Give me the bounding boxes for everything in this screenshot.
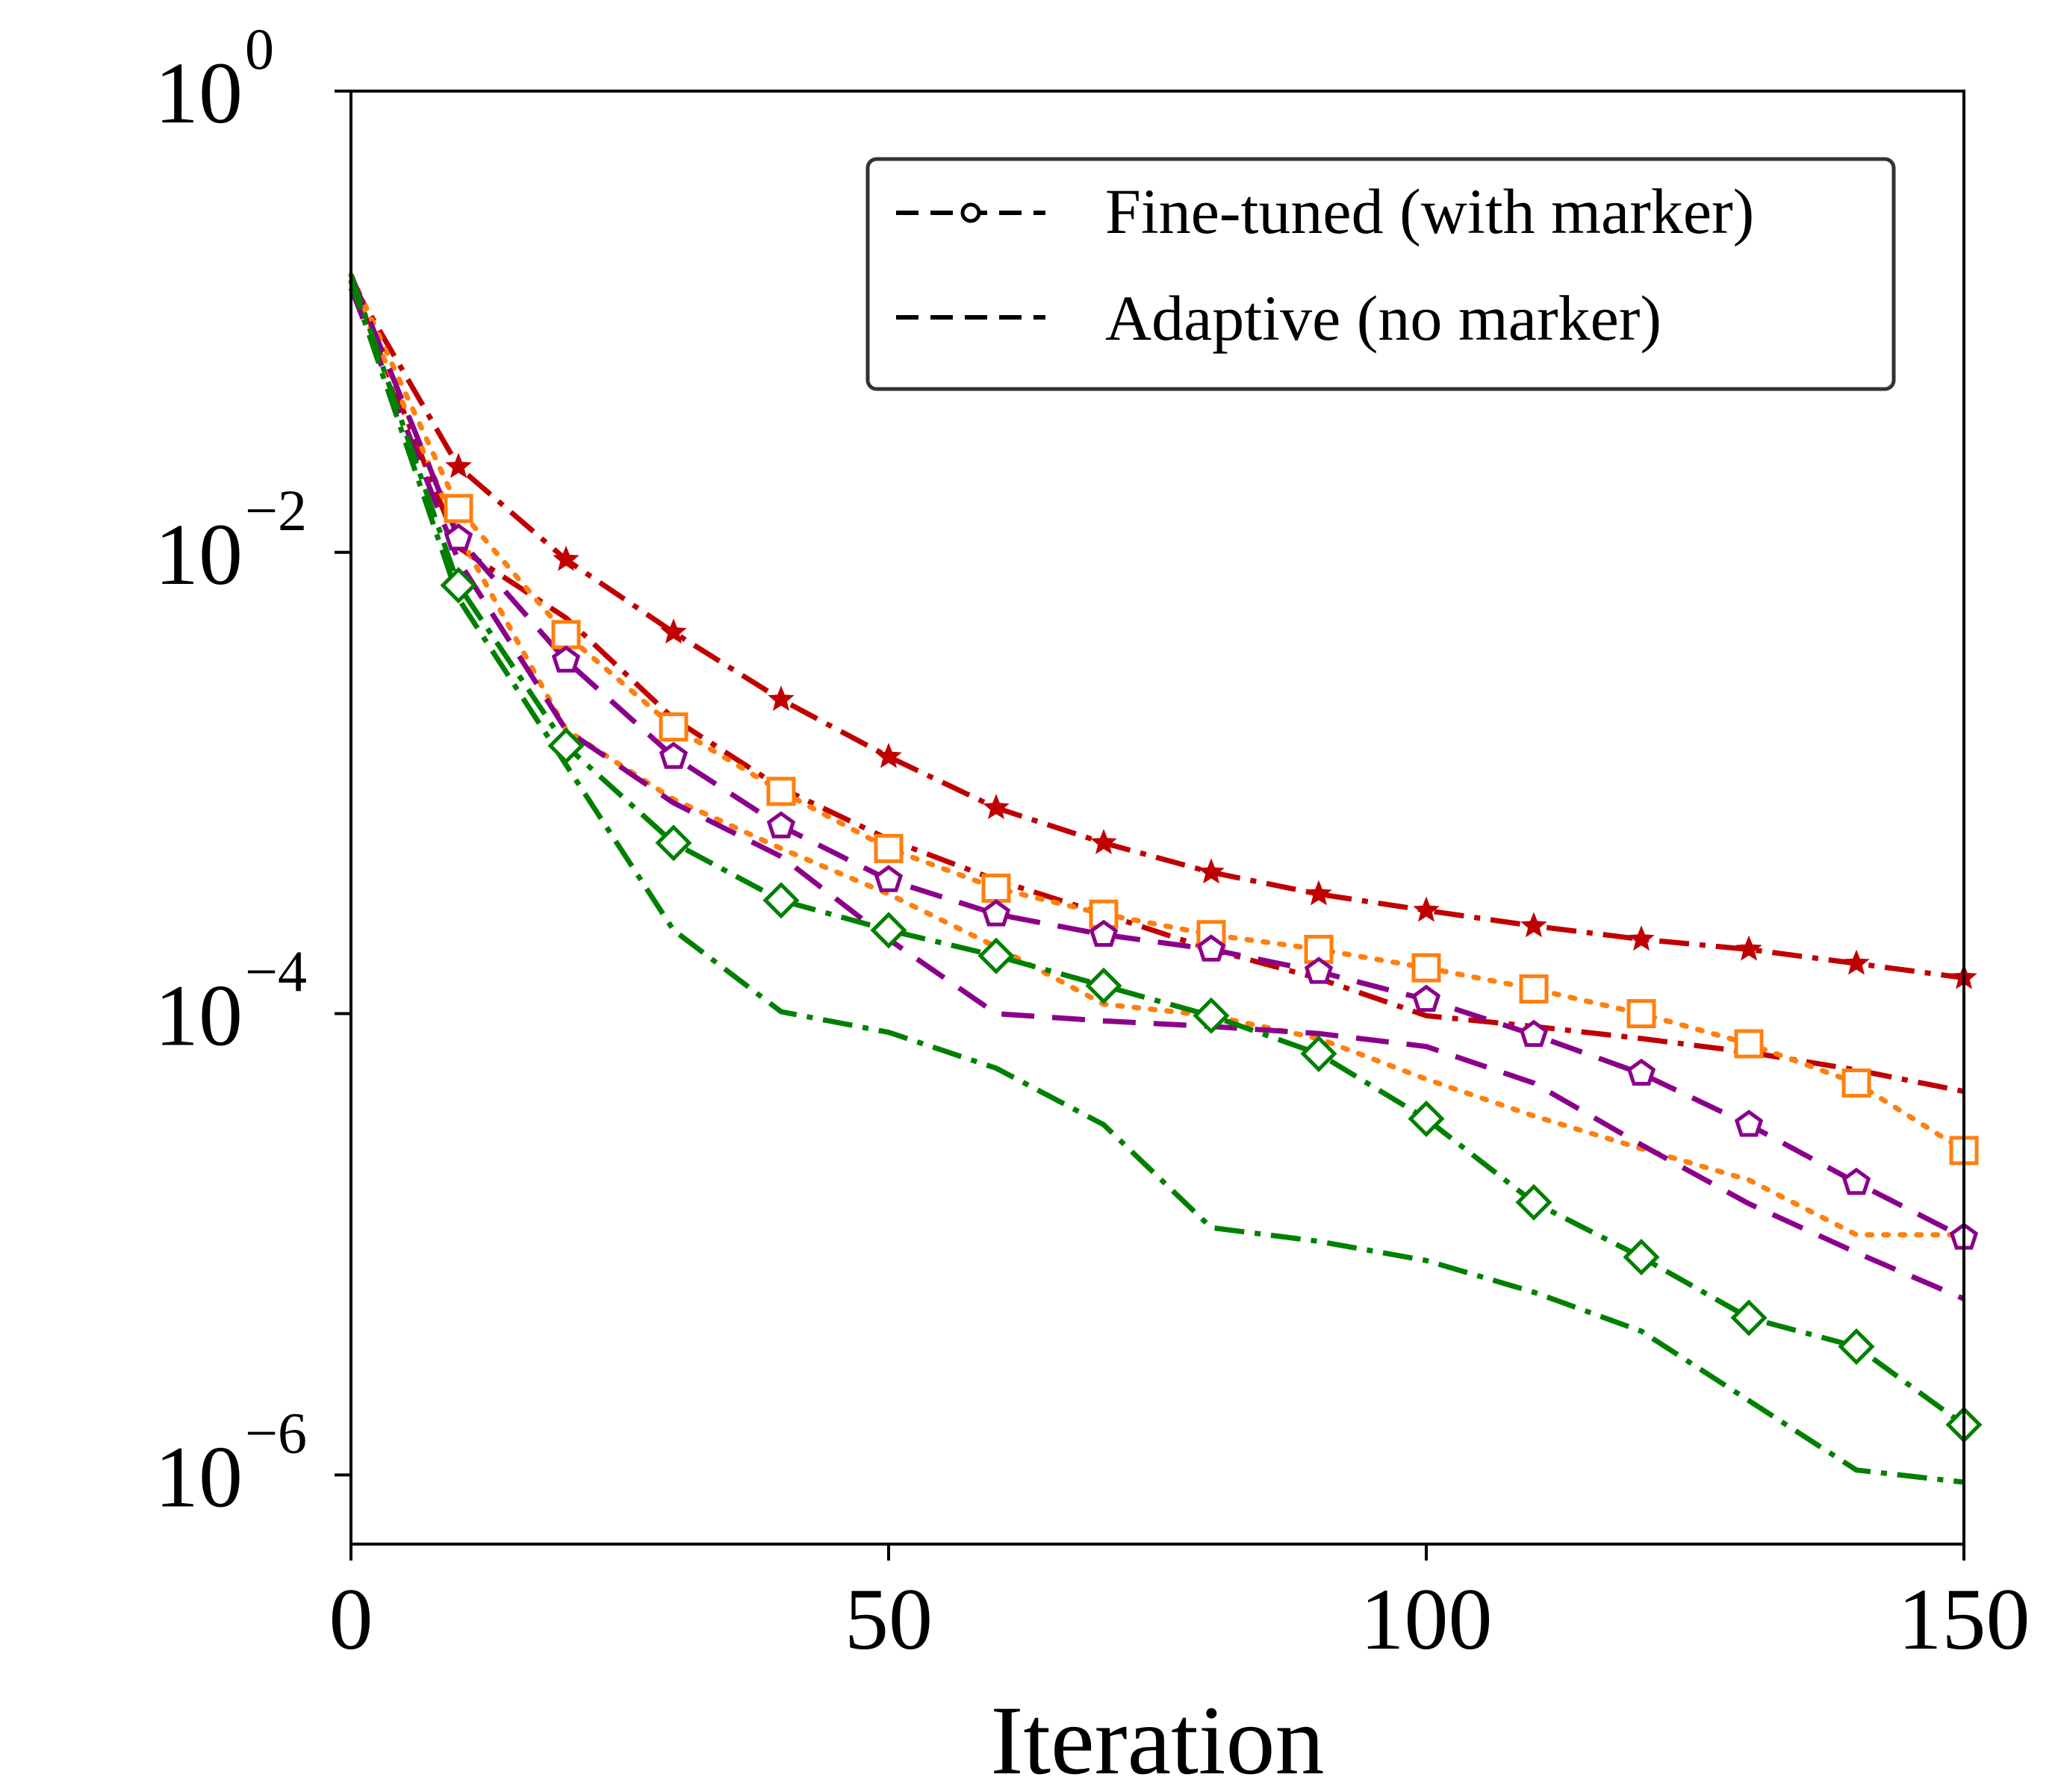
x-tick-label: 100 <box>1361 1570 1493 1668</box>
legend-circle-marker-icon <box>960 202 981 223</box>
legend-label-adaptive: Adaptive (no marker) <box>1105 282 1661 354</box>
diamond-marker <box>440 567 477 604</box>
x-axis-title: Iteration <box>990 1685 1324 1792</box>
pentagon-marker <box>1734 1110 1764 1137</box>
series-line <box>348 280 1965 1095</box>
diamond-marker <box>547 727 585 765</box>
y-tick-exponent: −4 <box>245 939 307 1004</box>
star-marker <box>983 794 1010 820</box>
pentagon-marker <box>551 645 581 673</box>
pentagon-marker <box>766 811 796 839</box>
x-tick-label: 50 <box>845 1570 933 1668</box>
square-marker <box>981 873 1011 903</box>
diamond-marker <box>1300 1035 1337 1072</box>
diamond-marker <box>1838 1328 1875 1366</box>
legend-box <box>865 157 1896 391</box>
plot-lines <box>348 272 1967 1485</box>
diamond-marker <box>977 937 1015 974</box>
pentagon-marker <box>1626 1058 1656 1086</box>
diamond-marker <box>655 824 692 862</box>
star-marker <box>660 618 687 644</box>
diamond-marker <box>1515 1183 1552 1221</box>
star-marker <box>445 452 472 479</box>
pentagon-marker <box>1519 1019 1549 1048</box>
pentagon-marker <box>1411 984 1441 1012</box>
y-tick-exponent: −2 <box>245 478 307 543</box>
square-marker <box>1519 974 1549 1004</box>
pentagon-marker <box>659 741 688 769</box>
series-line <box>348 287 1965 1301</box>
star-marker <box>553 545 579 571</box>
pentagon-marker <box>1196 934 1226 962</box>
diamond-marker <box>1408 1100 1445 1137</box>
series-line <box>348 279 1967 1238</box>
y-tick-label: 10 <box>155 967 243 1065</box>
diamond-marker <box>870 912 907 949</box>
x-tick-label: 150 <box>1898 1570 2030 1668</box>
star-marker <box>1413 896 1440 922</box>
x-axis-ticks: 0 50 100 150 <box>329 1544 2030 1668</box>
diamond-marker <box>1730 1299 1768 1337</box>
y-tick-label: 10 <box>155 1428 243 1525</box>
series-line <box>348 273 1965 1240</box>
star-marker <box>768 685 795 712</box>
pentagon-marker <box>1304 956 1334 984</box>
pentagon-marker <box>874 865 904 892</box>
square-marker <box>766 777 796 806</box>
x-tick-label: 0 <box>329 1570 373 1668</box>
square-marker <box>1841 1068 1871 1098</box>
legend-label-fine-tuned: Fine-tuned (with marker) <box>1105 175 1754 247</box>
star-marker <box>1843 949 1870 975</box>
pentagon-marker <box>1089 919 1119 947</box>
diamond-marker <box>1085 967 1122 1004</box>
series-line <box>348 273 1966 1428</box>
y-tick-exponent: 0 <box>245 16 274 81</box>
star-marker <box>1520 912 1547 938</box>
y-tick-exponent: −6 <box>245 1400 307 1465</box>
plot-markers <box>440 452 1983 1443</box>
star-marker <box>1735 935 1762 961</box>
series-line <box>348 272 1967 1154</box>
square-marker <box>1626 999 1656 1029</box>
y-tick-label: 10 <box>155 44 243 142</box>
square-marker <box>551 620 581 650</box>
square-marker <box>1411 953 1441 983</box>
plot-frame <box>349 90 1965 1546</box>
series-line <box>348 280 1965 1485</box>
square-marker <box>1734 1029 1764 1059</box>
pentagon-marker <box>981 899 1011 927</box>
diamond-marker <box>1193 997 1230 1034</box>
square-marker <box>659 712 688 742</box>
square-marker <box>444 494 473 523</box>
pentagon-marker <box>1841 1167 1871 1195</box>
legend: Fine-tuned (with marker) Adaptive (no ma… <box>865 157 1896 391</box>
star-marker <box>1090 829 1117 854</box>
diamond-marker <box>762 882 800 919</box>
star-marker <box>1628 925 1655 951</box>
y-tick-label: 10 <box>155 505 243 603</box>
star-marker <box>1198 858 1225 884</box>
square-marker <box>874 833 904 863</box>
series-line <box>348 279 1965 981</box>
pentagon-marker <box>444 523 473 551</box>
star-marker <box>1305 880 1332 906</box>
diamond-marker <box>1623 1239 1660 1276</box>
star-marker <box>875 742 902 768</box>
